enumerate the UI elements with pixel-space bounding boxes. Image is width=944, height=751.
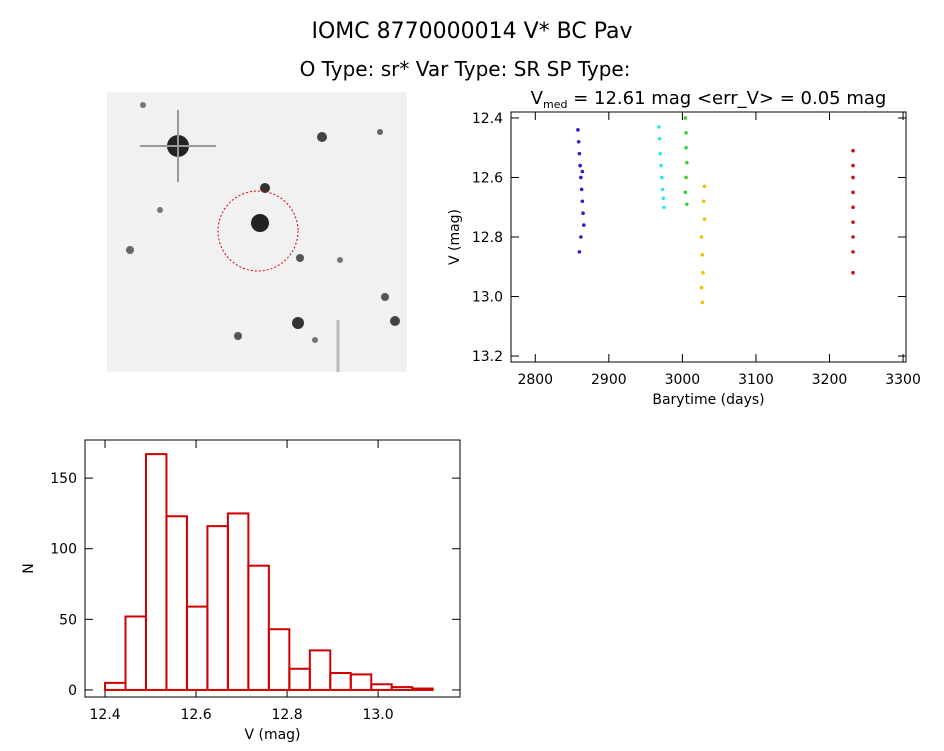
chart-title-part: med — [543, 98, 567, 111]
y-axis-label: V (mag) — [447, 209, 463, 265]
y-tick-label: 0 — [68, 683, 77, 699]
data-point — [658, 151, 663, 156]
x-tick-label: 12.8 — [271, 707, 302, 723]
x-tick-label: 2900 — [591, 372, 627, 388]
histogram-bar — [185, 605, 209, 691]
data-point — [582, 223, 586, 227]
data-point — [702, 217, 707, 221]
data-point — [576, 128, 580, 132]
x-tick-label: 3300 — [885, 372, 921, 388]
data-point — [661, 196, 666, 201]
x-tick-label: 3100 — [738, 372, 774, 388]
data-point — [684, 131, 688, 135]
data-point — [700, 253, 705, 257]
histogram-bar — [226, 512, 250, 691]
y-tick-label: 150 — [50, 471, 77, 487]
data-point — [683, 190, 688, 195]
histogram-bar — [267, 628, 291, 691]
x-tick-label: 12.6 — [180, 707, 211, 723]
data-point — [700, 300, 705, 305]
y-axis-label: N — [21, 563, 37, 573]
data-point — [685, 160, 689, 165]
x-tick-label: 3200 — [812, 372, 848, 388]
histogram-bar — [124, 615, 147, 691]
data-point — [657, 136, 662, 141]
x-tick-label: 3000 — [665, 372, 701, 388]
data-point — [659, 175, 664, 180]
page-subtitle: O Type: sr* Var Type: SR SP Type: — [300, 57, 631, 81]
data-point — [581, 211, 585, 215]
histogram-bar — [165, 515, 188, 691]
data-point — [683, 116, 688, 120]
data-point — [576, 139, 581, 144]
data-point — [660, 187, 665, 192]
x-tick-label: 13.0 — [362, 707, 393, 723]
data-point — [684, 175, 688, 180]
data-point — [580, 169, 585, 174]
data-point — [701, 270, 705, 275]
data-point — [851, 205, 855, 210]
data-point — [699, 285, 704, 290]
y-tick-label: 12.8 — [472, 230, 503, 246]
y-tick-label: 50 — [59, 612, 77, 628]
plot-frame — [84, 439, 461, 698]
plot-frame — [510, 111, 907, 363]
histogram-bar — [308, 649, 332, 691]
histogram-bar — [288, 667, 311, 691]
histogram-bar — [144, 453, 168, 691]
data-point — [684, 145, 688, 150]
y-tick-label: 13.2 — [472, 349, 503, 365]
data-point — [659, 163, 663, 168]
data-point — [851, 175, 855, 180]
data-point — [851, 163, 855, 168]
data-point — [577, 151, 582, 156]
data-point — [851, 190, 855, 195]
data-point — [580, 199, 585, 204]
star-field-image — [107, 92, 407, 372]
data-point — [685, 202, 689, 207]
data-point — [657, 125, 661, 129]
x-tick-label: 2800 — [517, 372, 553, 388]
data-point — [702, 184, 707, 189]
histogram-bar — [349, 673, 373, 691]
y-tick-label: 12.4 — [472, 111, 503, 127]
y-tick-label: 13.0 — [472, 290, 503, 306]
histogram-bar — [411, 687, 434, 691]
x-tick-label: 12.4 — [89, 707, 120, 723]
page-title: IOMC 8770000014 V* BC Pav — [312, 19, 633, 44]
data-point — [851, 235, 855, 239]
x-axis-label: V (mag) — [244, 727, 300, 743]
histogram-bar — [329, 671, 352, 691]
data-point — [579, 187, 584, 192]
y-tick-label: 12.6 — [472, 170, 503, 186]
histogram-bar — [247, 564, 270, 691]
data-point — [851, 270, 855, 275]
data-point — [851, 220, 855, 224]
histogram-bar — [370, 683, 393, 691]
data-point — [851, 148, 855, 153]
chart-title-part: = 12.61 mag <err_V> = 0.05 mag — [567, 88, 886, 109]
histogram-bar — [104, 681, 127, 691]
data-point — [701, 199, 706, 204]
chart-title: Vmed = 12.61 mag <err_V> = 0.05 mag — [531, 88, 887, 111]
y-tick-label: 100 — [50, 542, 77, 558]
data-point — [851, 250, 855, 254]
data-point — [577, 250, 582, 254]
x-axis-label: Barytime (days) — [652, 392, 764, 408]
data-point — [699, 235, 704, 239]
data-point — [579, 175, 583, 180]
histogram-bar — [390, 686, 414, 691]
data-point — [578, 163, 582, 168]
chart-title-part: V — [531, 88, 544, 109]
data-point — [579, 235, 583, 239]
histogram-bar — [206, 525, 229, 691]
data-point — [662, 205, 666, 210]
